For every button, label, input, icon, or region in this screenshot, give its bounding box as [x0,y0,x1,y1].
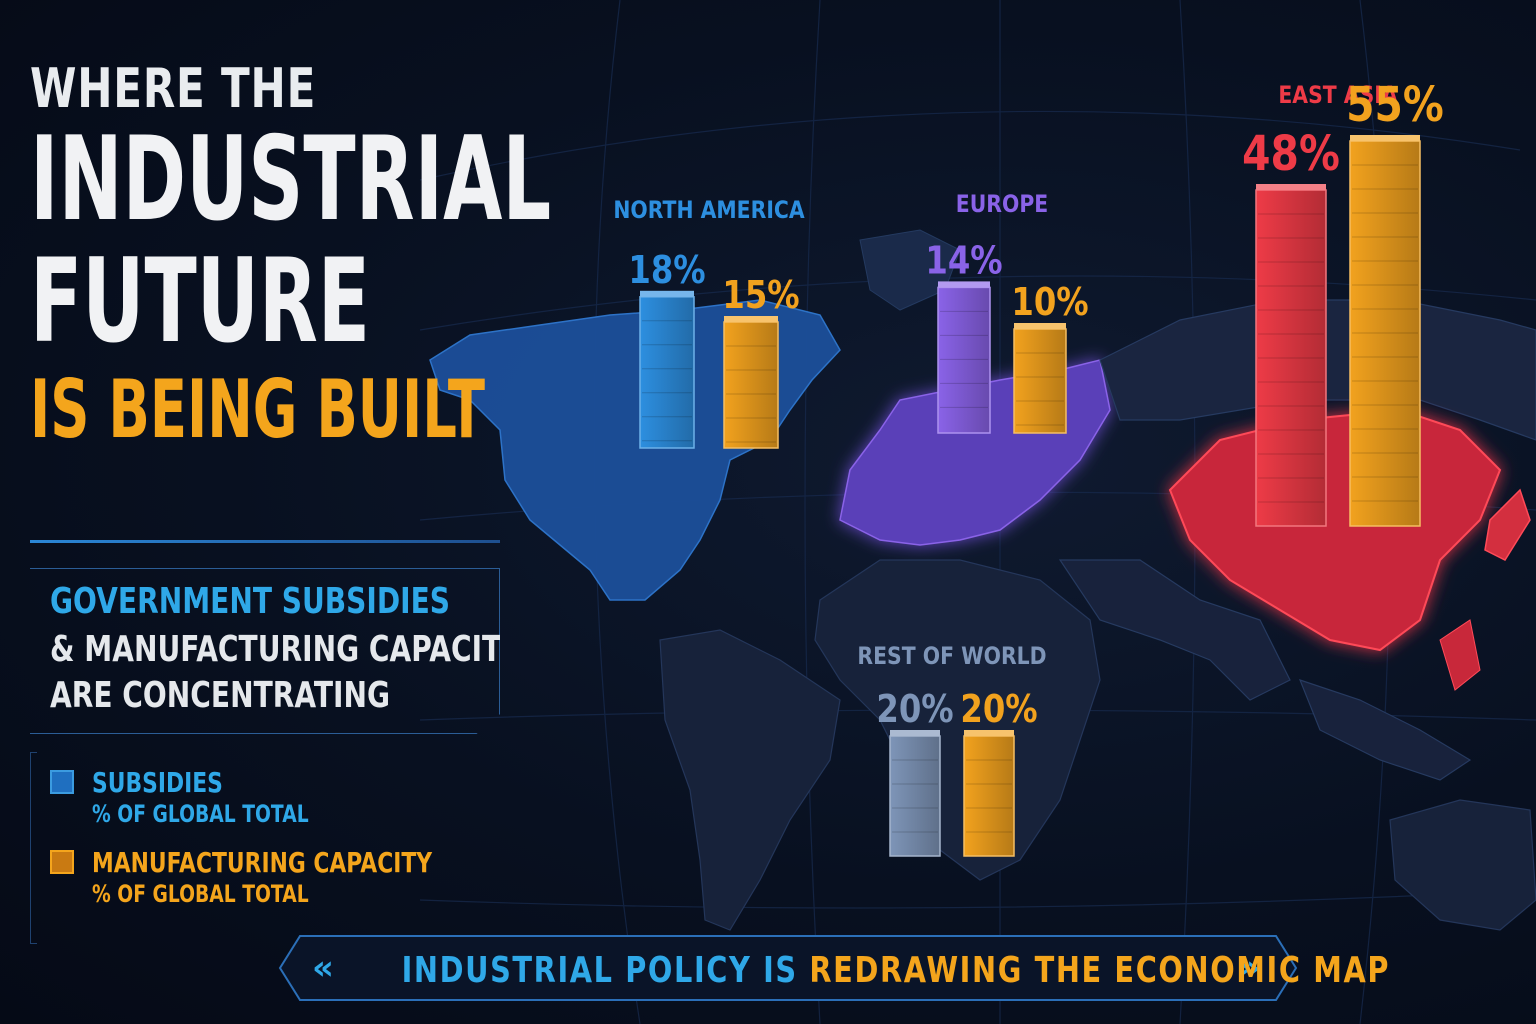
australia-shape [1389,799,1536,931]
page-title: WHERE THE INDUSTRIAL FUTURE IS BEING BUI… [30,62,820,450]
legend-bracket [30,752,37,944]
chevron-right-icon: » [1238,948,1260,988]
legend-label-capacity: MANUFACTURING CAPACITY [92,846,433,879]
title-divider [30,540,500,543]
footer-banner: « » INDUSTRIAL POLICY IS REDRAWING THE E… [278,934,1389,1002]
title-line-1: WHERE THE [30,57,317,120]
subtitle-line-2: & MANUFACTURING CAPACITY [50,629,522,670]
legend-label-subsidies: SUBSIDIES [92,766,223,799]
bar-top-cap [724,316,778,322]
bar-europe-subsidies [937,286,991,434]
value-label-east-asia-capacity: 55% [1346,77,1444,133]
value-label-north-america-subsidies: 18% [628,248,705,292]
legend-sublabel-subsidies: % OF GLOBAL TOTAL [92,800,309,828]
southeast-asia-shape [1298,679,1472,781]
legend-swatch-subsidies [50,770,74,794]
legend-swatch-capacity [50,850,74,874]
bar-east-asia-capacity [1349,140,1421,527]
chart-legend: SUBSIDIES % OF GLOBAL TOTAL MANUFACTURIN… [30,752,500,944]
bar-north-america-subsidies [639,296,695,449]
philippines-shape [1439,619,1481,691]
japan-shape [1484,488,1531,561]
region-label-east-asia: EAST ASIA [1278,81,1398,109]
banner-text: INDUSTRIAL POLICY IS REDRAWING THE ECONO… [278,950,1389,991]
bar-north-america-capacity [723,321,779,449]
title-line-3: FUTURE [30,234,371,369]
bar-top-cap [640,290,694,297]
bar-top-cap [964,730,1014,736]
title-line-4: IS BEING BUILT [30,363,485,456]
value-label-rest-of-world-subsidies: 20% [876,688,953,732]
banner-text-part-2: REDRAWING THE ECONOMIC MAP [809,950,1391,991]
value-label-europe-subsidies: 14% [925,239,1002,283]
legend-sublabel-capacity: % OF GLOBAL TOTAL [92,880,309,908]
bar-east-asia-subsidies [1255,189,1327,527]
value-label-europe-capacity: 10% [1011,281,1088,325]
south-asia-shape [1058,559,1291,701]
bar-rest-of-world-capacity [963,735,1015,857]
region-label-europe: EUROPE [956,190,1048,218]
bar-top-cap [1350,135,1420,141]
south-america-shape [659,629,841,931]
bar-top-cap [1014,323,1066,329]
value-label-north-america-capacity: 15% [722,274,799,318]
region-label-rest-of-world: REST OF WORLD [857,642,1046,670]
bar-top-cap [938,281,990,288]
subtitle-line-3: ARE CONCENTRATING [50,675,391,716]
bar-top-cap [1256,184,1326,190]
bar-rest-of-world-subsidies [889,735,941,857]
value-label-east-asia-subsidies: 48% [1242,126,1340,182]
chevron-left-icon: « [312,948,334,988]
bar-top-cap [890,730,940,736]
title-line-2: INDUSTRIAL [30,112,552,247]
bar-europe-capacity [1013,328,1067,434]
value-label-rest-of-world-capacity: 20% [960,688,1037,732]
region-label-north-america: NORTH AMERICA [613,196,805,224]
subtitle-line-1: GOVERNMENT SUBSIDIES [50,581,451,622]
africa-shape [814,559,1101,881]
subtitle-box: GOVERNMENT SUBSIDIES & MANUFACTURING CAP… [30,568,500,734]
banner-text-part-1: INDUSTRIAL POLICY IS [401,950,810,991]
banner-frame [278,935,1298,1001]
